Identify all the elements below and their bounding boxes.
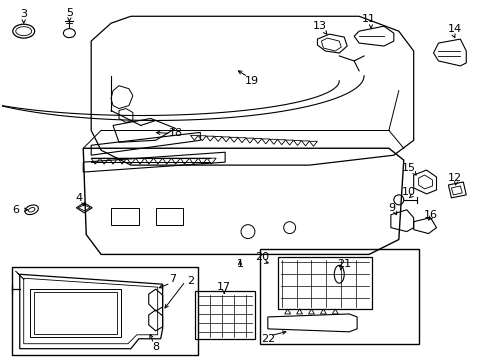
Text: 19: 19 xyxy=(244,76,259,86)
Bar xyxy=(195,291,254,339)
Text: 1: 1 xyxy=(236,259,243,269)
Text: 12: 12 xyxy=(447,173,462,183)
Text: 2: 2 xyxy=(186,276,194,286)
Text: 8: 8 xyxy=(152,342,159,352)
Text: 20: 20 xyxy=(254,252,268,262)
Text: 17: 17 xyxy=(217,282,231,292)
Text: 9: 9 xyxy=(387,203,395,213)
Text: 13: 13 xyxy=(312,21,326,31)
Text: 3: 3 xyxy=(20,9,27,19)
Text: 22: 22 xyxy=(260,334,274,344)
Text: 11: 11 xyxy=(361,14,375,24)
Bar xyxy=(277,257,371,309)
Text: 18: 18 xyxy=(168,129,182,138)
Text: 7: 7 xyxy=(169,274,176,284)
Text: 15: 15 xyxy=(401,163,415,173)
Text: 16: 16 xyxy=(423,210,437,220)
Text: 14: 14 xyxy=(447,24,462,34)
Bar xyxy=(12,267,198,355)
Text: 4: 4 xyxy=(76,193,82,203)
Bar xyxy=(259,249,418,344)
Text: 21: 21 xyxy=(336,259,350,269)
Text: 10: 10 xyxy=(401,187,415,197)
Text: 6: 6 xyxy=(12,205,19,215)
Text: 5: 5 xyxy=(66,8,73,18)
